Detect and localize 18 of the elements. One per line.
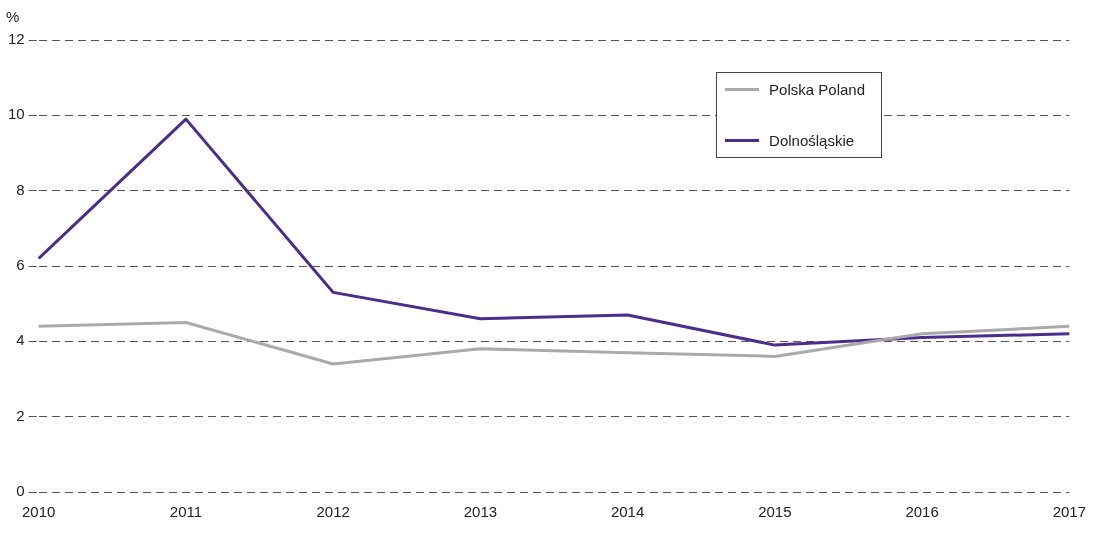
y-tick-label: 2 [16,406,25,424]
x-tick-label: 2014 [610,503,645,521]
y-tick-label: 0 [16,482,25,500]
legend-label: Dolnośląskie [769,132,855,149]
y-tick-label: 8 [16,180,25,198]
x-tick-label: 2017 [1052,503,1086,521]
y-tick-label: 6 [16,256,25,274]
x-tick-label: 2016 [905,503,939,521]
y-tick-label: 12 [8,30,25,48]
x-tick-label: 2011 [169,503,203,521]
x-tick-label: 2013 [463,503,498,521]
legend-label: Polska Poland [769,81,865,98]
y-axis-title: % [6,8,20,25]
y-tick-label: 4 [16,331,25,349]
x-tick-label: 2010 [22,503,56,521]
y-tick-label: 10 [8,105,25,123]
x-tick-label: 2012 [316,503,350,521]
x-tick-label: 2015 [758,503,792,521]
